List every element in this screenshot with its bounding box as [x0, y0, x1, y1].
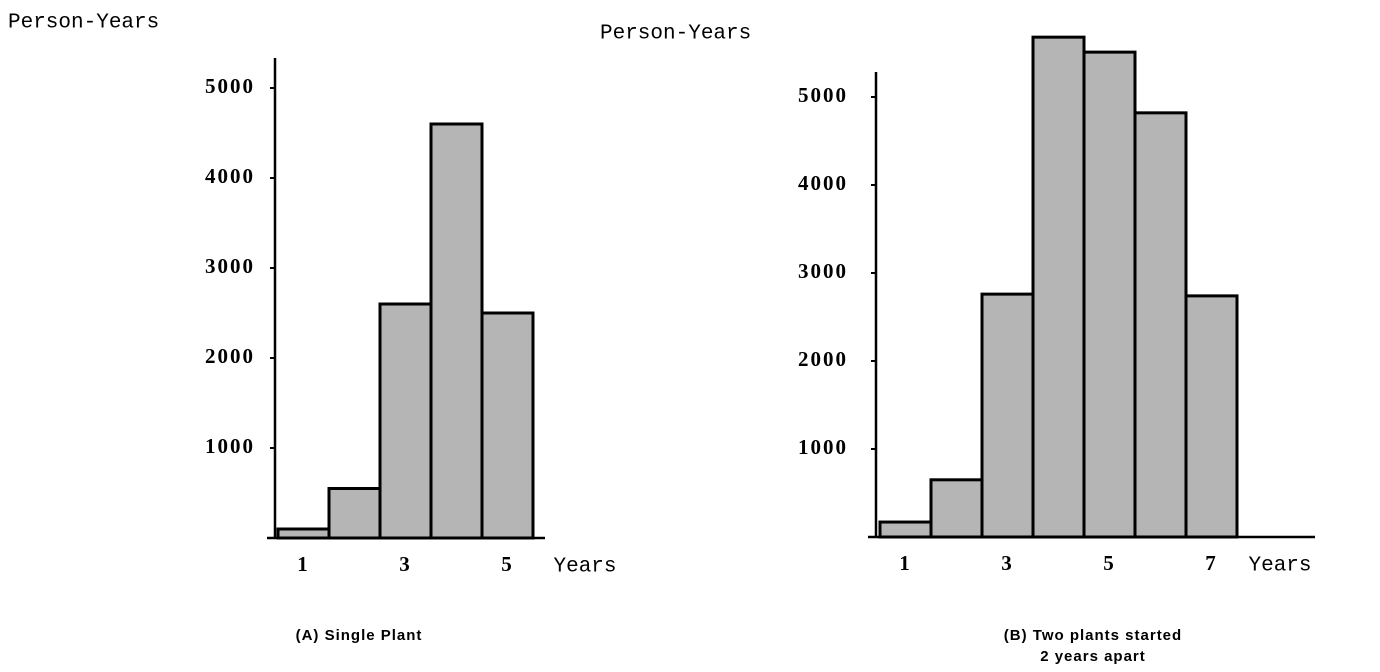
- y-tick-label: 4000: [798, 171, 848, 195]
- x-tick-label: 1: [899, 551, 912, 575]
- x-axis-label: Years: [553, 556, 616, 579]
- bar: [1031, 35, 1086, 539]
- x-tick-label: 5: [501, 552, 514, 576]
- caption: (A) Single Plant: [296, 627, 423, 644]
- x-tick-label: 1: [297, 552, 310, 576]
- x-tick-label: 5: [1103, 551, 1116, 575]
- bar: [1082, 50, 1137, 539]
- y-axis-label: Person-Years: [8, 12, 159, 35]
- caption: 2 years apart: [1040, 648, 1146, 665]
- caption: (B) Two plants started: [1004, 627, 1182, 644]
- bar: [429, 122, 484, 540]
- bar: [276, 527, 331, 540]
- y-tick-label: 5000: [205, 74, 255, 98]
- y-tick-label: 2000: [798, 347, 848, 371]
- bar: [980, 292, 1035, 539]
- y-tick-label: 3000: [205, 254, 255, 278]
- bar: [1133, 111, 1188, 539]
- y-tick-label: 5000: [798, 83, 848, 107]
- y-tick-label: 1000: [205, 434, 255, 458]
- bar: [929, 478, 984, 539]
- x-tick-label: 3: [399, 552, 412, 576]
- bar: [878, 520, 933, 539]
- y-tick-label: 4000: [205, 164, 255, 188]
- y-tick-label: 3000: [798, 259, 848, 283]
- bar: [1184, 294, 1239, 539]
- bar: [480, 311, 535, 540]
- y-tick-label: 1000: [798, 435, 848, 459]
- bar: [378, 302, 433, 540]
- bar: [327, 487, 382, 540]
- x-axis-label: Years: [1248, 555, 1311, 578]
- y-axis-label: Person-Years: [600, 23, 751, 46]
- x-tick-label: 7: [1205, 551, 1218, 575]
- x-tick-label: 3: [1001, 551, 1014, 575]
- y-tick-label: 2000: [205, 344, 255, 368]
